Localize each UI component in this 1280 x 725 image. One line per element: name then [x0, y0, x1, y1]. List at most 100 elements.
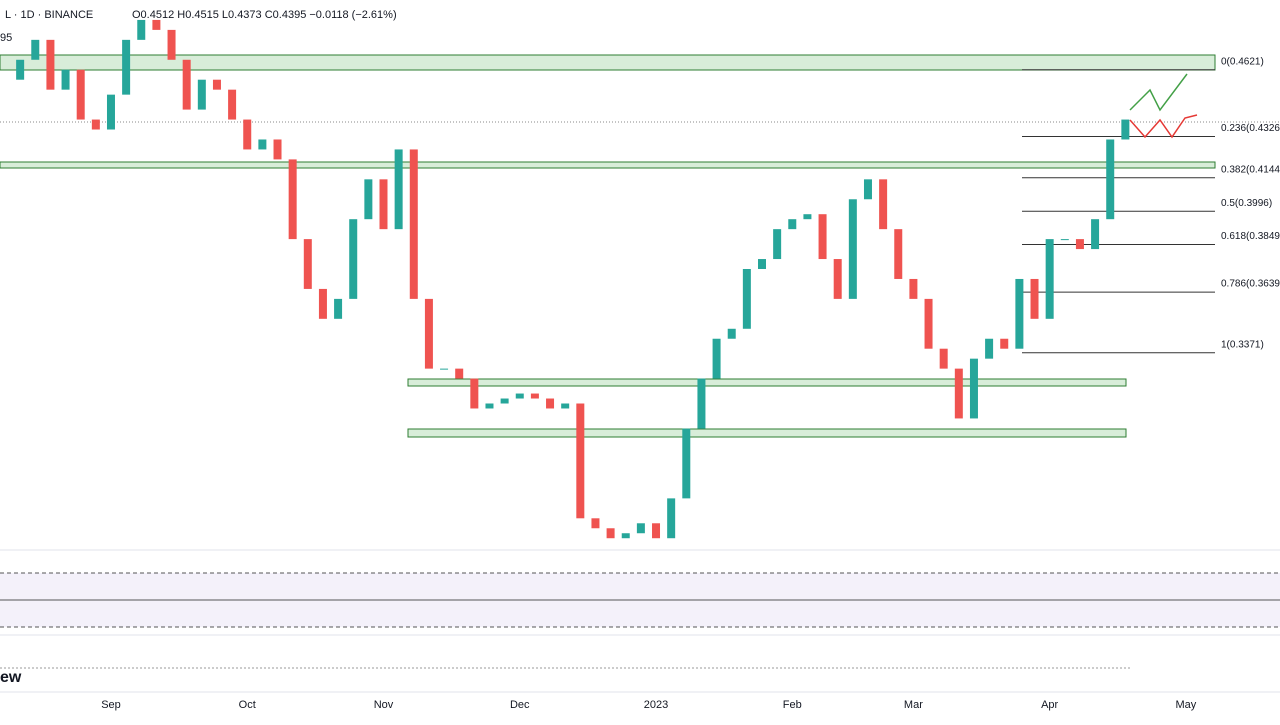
candle — [288, 159, 297, 240]
candle — [394, 149, 403, 230]
candle — [985, 338, 994, 359]
candle — [924, 298, 933, 349]
candle — [303, 239, 312, 289]
candle — [667, 498, 676, 539]
candle — [909, 278, 918, 299]
fib-label: 0.5(0.3996) — [1221, 198, 1272, 209]
candle — [1045, 239, 1054, 319]
candle — [46, 39, 55, 90]
candle — [1030, 278, 1039, 319]
candle — [455, 368, 464, 379]
bull-path-arrow — [1129, 73, 1188, 112]
candle — [76, 69, 85, 120]
fib-label: 0.618(0.3849 — [1221, 231, 1280, 242]
bear-path-arrow — [1129, 114, 1198, 139]
candle — [742, 268, 751, 329]
candle — [561, 403, 570, 409]
x-tick-label: Sep — [101, 699, 121, 711]
x-tick-label: Feb — [783, 699, 802, 711]
x-tick-label: Oct — [239, 699, 256, 711]
candle — [712, 338, 721, 379]
candle — [409, 149, 418, 299]
indicator-badge: 95 — [0, 32, 12, 44]
candle — [334, 298, 343, 319]
candle — [106, 94, 115, 130]
candle — [1060, 239, 1069, 241]
support-zone — [407, 378, 1127, 387]
candle — [863, 179, 872, 200]
candle — [576, 403, 585, 519]
resistance-zone — [0, 161, 1216, 169]
candle — [954, 368, 963, 419]
candle — [31, 39, 40, 60]
x-tick-label: Nov — [374, 699, 394, 711]
candle — [1015, 278, 1024, 349]
candle — [212, 79, 221, 90]
candle — [727, 328, 736, 339]
candle — [424, 298, 433, 369]
candle — [848, 199, 857, 299]
candle — [606, 528, 615, 539]
candle — [485, 403, 494, 409]
candle — [833, 259, 842, 299]
candle — [652, 523, 661, 539]
candle — [939, 348, 948, 369]
candle — [197, 79, 206, 110]
candle — [515, 393, 524, 399]
candle — [530, 393, 539, 399]
fib-label: 0.786(0.3639 — [1221, 279, 1280, 290]
price-plot: 0(0.4621) 0.236(0.4326 0.382(0.4144 0.5(0.3… — [16, 19, 1280, 539]
candle — [1075, 239, 1084, 250]
candle — [137, 19, 146, 40]
candle — [349, 219, 358, 299]
candle — [1091, 219, 1100, 250]
symbol-info: L · 1D · BINANCE — [5, 9, 93, 21]
candle — [636, 523, 645, 534]
candle — [788, 219, 797, 230]
fib-label: 1(0.3371) — [1221, 339, 1264, 350]
candle — [122, 39, 131, 95]
candle — [379, 179, 388, 230]
candle — [243, 119, 252, 150]
candle — [969, 358, 978, 419]
resistance-zone — [0, 54, 1216, 71]
fib-label: 0.236(0.4326 — [1221, 123, 1280, 134]
candle — [61, 69, 70, 90]
candle — [500, 398, 509, 404]
candle — [440, 368, 449, 370]
candle — [364, 179, 373, 220]
x-tick-label: Mar — [904, 699, 923, 711]
candle — [228, 89, 237, 120]
candle — [697, 378, 706, 429]
candle — [773, 229, 782, 260]
support-zone — [407, 428, 1127, 438]
x-tick-label: Apr — [1041, 699, 1058, 711]
candle — [1000, 338, 1009, 349]
candle — [803, 214, 812, 220]
candle — [546, 398, 555, 409]
ohlc-info: O0.4512 H0.4515 L0.4373 C0.4395 −0.0118 … — [132, 9, 397, 21]
candle — [1106, 139, 1115, 220]
watermark: ew — [0, 669, 22, 686]
candle — [894, 229, 903, 279]
candle — [318, 288, 327, 319]
candle — [91, 119, 100, 130]
x-tick-label: May — [1176, 699, 1197, 711]
candle — [591, 518, 600, 529]
candle — [273, 139, 282, 160]
x-tick-label: 2023 — [644, 699, 668, 711]
candle — [621, 533, 630, 539]
candle — [258, 139, 267, 150]
candle — [682, 428, 691, 499]
candle — [470, 378, 479, 409]
candle — [182, 59, 191, 110]
candle — [1121, 119, 1130, 140]
candle — [879, 179, 888, 230]
candle — [758, 259, 766, 269]
candle — [152, 19, 161, 30]
fib-label: 0.382(0.4144 — [1221, 164, 1280, 175]
candle — [167, 29, 176, 60]
x-tick-label: Dec — [510, 699, 530, 711]
fib-label: 0(0.4621) — [1221, 56, 1264, 67]
